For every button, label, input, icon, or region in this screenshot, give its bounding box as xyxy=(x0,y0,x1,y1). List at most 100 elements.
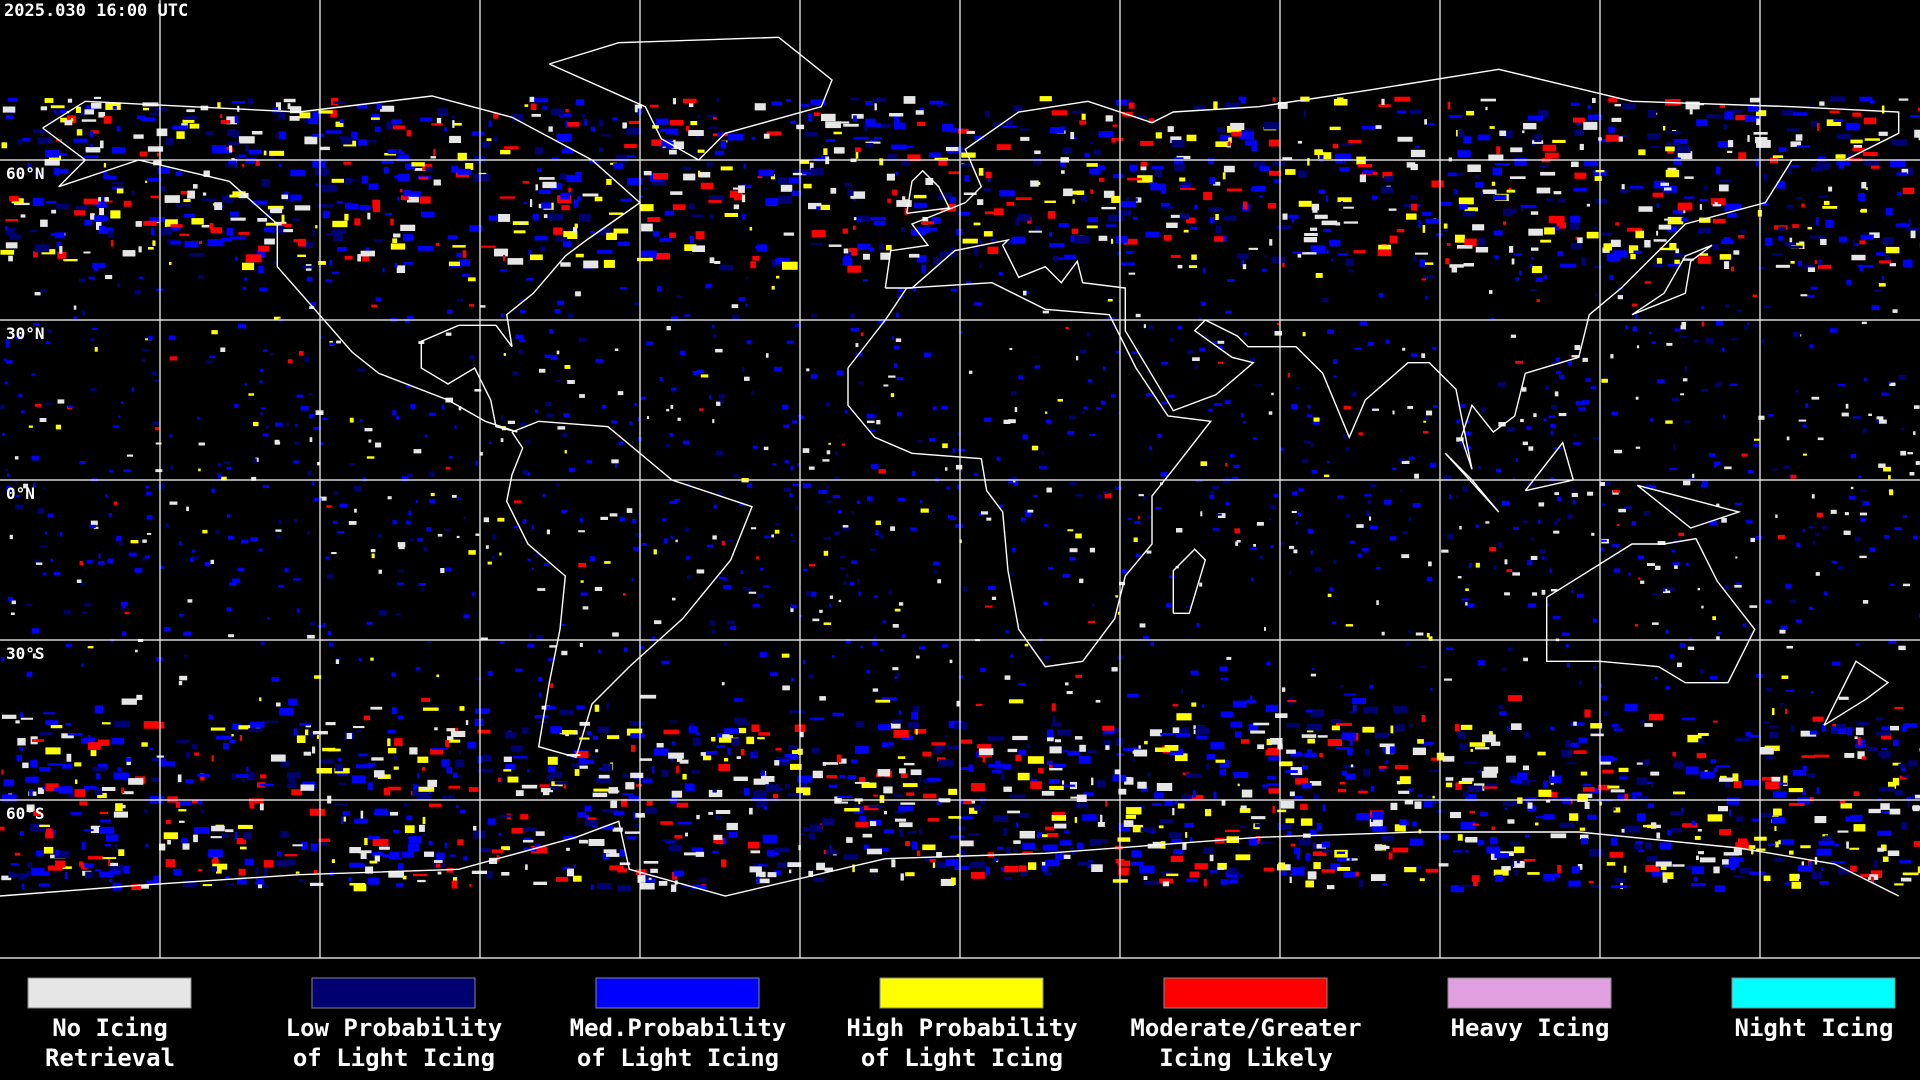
icing-pixel xyxy=(1431,180,1444,188)
icing-pixel xyxy=(1710,198,1726,206)
icing-pixel xyxy=(825,850,838,855)
icing-pixel xyxy=(757,864,768,867)
icing-pixel xyxy=(312,160,326,168)
icing-pixel xyxy=(1315,273,1323,278)
icing-pixel xyxy=(1786,436,1790,441)
icing-pixel xyxy=(1559,374,1565,379)
icing-pixel xyxy=(1884,535,1889,539)
icing-pixel xyxy=(1741,453,1748,457)
icing-pixel xyxy=(27,163,31,171)
icing-pixel xyxy=(957,816,973,820)
icing-pixel xyxy=(1086,225,1098,229)
icing-pixel xyxy=(1674,328,1681,332)
icing-pixel xyxy=(1699,217,1711,223)
icing-pixel xyxy=(620,198,633,202)
icing-pixel xyxy=(1778,235,1783,241)
icing-pixel xyxy=(1150,641,1154,647)
icing-pixel xyxy=(700,182,714,189)
icing-pixel xyxy=(1331,725,1340,731)
icing-pixel xyxy=(228,535,235,540)
icing-pixel xyxy=(1570,722,1585,726)
icing-pixel xyxy=(592,735,598,740)
icing-pixel xyxy=(205,360,213,364)
icing-pixel xyxy=(1672,253,1685,257)
icing-pixel xyxy=(1038,768,1044,774)
icing-pixel xyxy=(839,567,847,570)
icing-pixel xyxy=(1429,274,1435,279)
icing-pixel xyxy=(298,350,304,356)
icing-pixel xyxy=(1522,441,1528,446)
icing-pixel xyxy=(979,263,983,268)
icing-pixel xyxy=(1062,750,1069,753)
icing-pixel xyxy=(242,778,246,783)
icing-pixel xyxy=(864,118,876,124)
icing-pixel xyxy=(399,188,403,193)
icing-pixel xyxy=(1889,490,1894,496)
icing-pixel xyxy=(64,119,73,126)
icing-pixel xyxy=(1241,128,1254,132)
icing-pixel xyxy=(1649,714,1664,721)
icing-pixel xyxy=(394,262,398,268)
icing-pixel xyxy=(489,857,498,864)
icing-pixel xyxy=(274,221,287,226)
icing-pixel xyxy=(1565,643,1569,648)
icing-pixel xyxy=(421,697,431,702)
icing-pixel xyxy=(1765,237,1773,246)
icing-pixel xyxy=(413,873,428,877)
icing-pixel xyxy=(716,401,721,406)
icing-pixel xyxy=(480,637,488,640)
icing-pixel xyxy=(423,546,427,552)
icing-pixel xyxy=(933,569,938,573)
icing-pixel xyxy=(676,295,682,299)
icing-pixel xyxy=(11,600,16,605)
icing-pixel xyxy=(1175,733,1191,737)
icing-pixel xyxy=(1774,858,1785,862)
icing-pixel xyxy=(1307,738,1315,744)
icing-pixel xyxy=(902,783,918,788)
icing-pixel xyxy=(1663,588,1671,594)
icing-pixel xyxy=(1701,605,1704,609)
icing-pixel xyxy=(1287,372,1290,378)
icing-pixel xyxy=(54,850,70,858)
icing-pixel xyxy=(1616,524,1620,526)
icing-pixel xyxy=(1677,202,1693,211)
icing-pixel xyxy=(1166,222,1178,228)
icing-pixel xyxy=(1786,204,1794,209)
icing-pixel xyxy=(1278,862,1285,870)
icing-pixel xyxy=(802,171,812,175)
icing-pixel xyxy=(1381,98,1385,105)
icing-pixel xyxy=(1237,783,1240,787)
icing-pixel xyxy=(1682,258,1694,261)
icing-pixel xyxy=(696,369,704,374)
icing-pixel xyxy=(613,228,629,234)
icing-pixel xyxy=(1693,876,1698,881)
icing-pixel xyxy=(838,599,842,603)
icing-pixel xyxy=(1817,437,1824,441)
icing-pixel xyxy=(958,211,971,216)
icing-pixel xyxy=(159,843,166,851)
icing-pixel xyxy=(1233,464,1240,469)
icing-pixel xyxy=(978,168,984,176)
icing-pixel xyxy=(800,104,809,107)
icing-pixel xyxy=(169,356,177,361)
icing-pixel xyxy=(1642,824,1655,828)
icing-pixel xyxy=(491,849,504,853)
icing-pixel xyxy=(131,191,135,196)
icing-pixel xyxy=(154,427,160,431)
icing-pixel xyxy=(1548,215,1565,223)
icing-pixel xyxy=(750,261,756,269)
icing-pixel xyxy=(1252,186,1266,192)
icing-pixel xyxy=(948,816,962,819)
icing-pixel xyxy=(1724,111,1733,120)
icing-pixel xyxy=(400,195,409,201)
icing-pixel xyxy=(1674,146,1691,153)
icing-pixel xyxy=(449,135,461,143)
icing-pixel xyxy=(366,621,373,625)
icing-pixel xyxy=(1101,167,1105,171)
icing-pixel xyxy=(436,674,440,678)
icing-pixel xyxy=(1050,127,1065,134)
icing-pixel xyxy=(999,504,1003,509)
icing-pixel xyxy=(1795,197,1803,200)
icing-pixel xyxy=(692,371,699,375)
icing-pixel xyxy=(1215,513,1222,516)
